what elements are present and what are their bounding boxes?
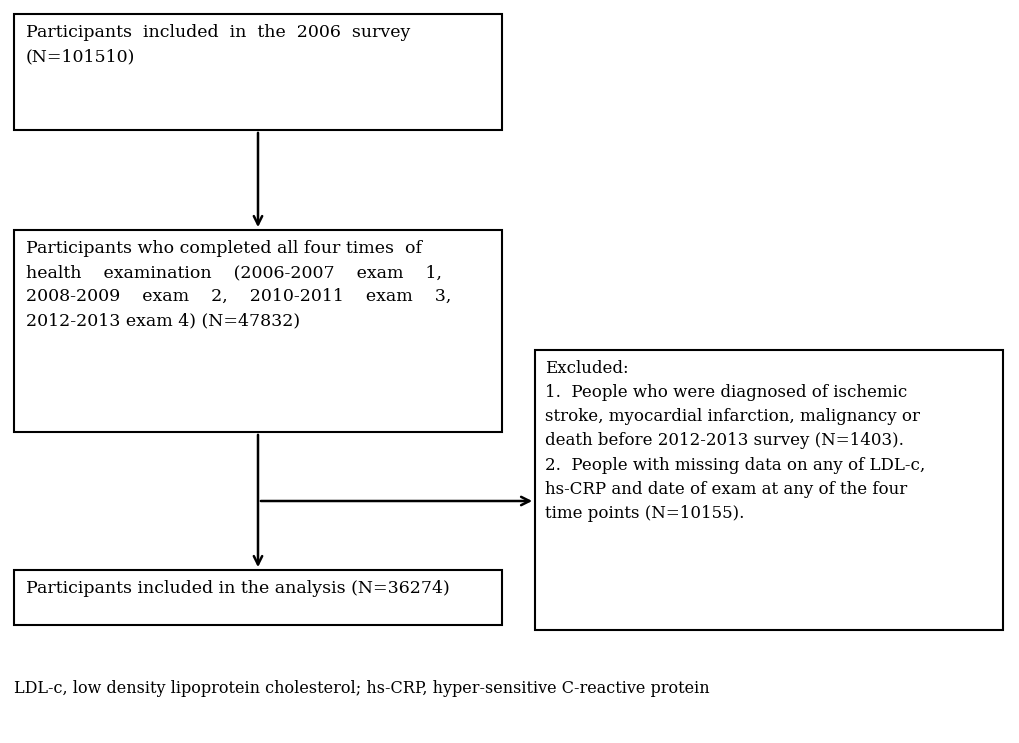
Bar	[14, 14, 501, 130]
Bar	[535, 350, 1002, 630]
Text: Participants who completed all four times  of
health    examination    (2006-200: Participants who completed all four time…	[25, 240, 451, 329]
Text: Excluded:
1.  People who were diagnosed of ischemic
stroke, myocardial infarctio: Excluded: 1. People who were diagnosed o…	[544, 360, 924, 522]
Bar	[14, 230, 501, 432]
Text: Participants  included  in  the  2006  survey
(N=101510): Participants included in the 2006 survey…	[25, 24, 410, 65]
Text: Participants included in the analysis (N=36274): Participants included in the analysis (N…	[25, 580, 449, 597]
Bar	[14, 570, 501, 625]
Text: LDL-c, low density lipoprotein cholesterol; hs-CRP, hyper-sensitive C-reactive p: LDL-c, low density lipoprotein cholester…	[14, 680, 709, 697]
